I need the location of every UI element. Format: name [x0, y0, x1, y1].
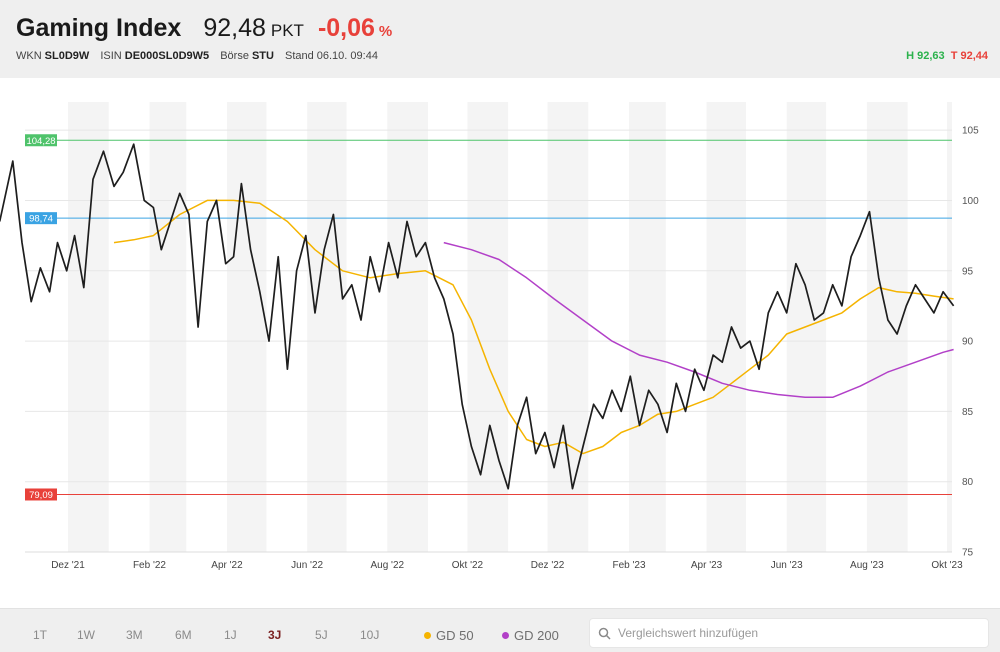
month-band: [547, 102, 589, 552]
x-tick-label: Apr '22: [211, 560, 243, 571]
legend-dot-gd50: [424, 632, 431, 639]
range-button-5j[interactable]: 5J: [315, 628, 328, 642]
compare-search-input[interactable]: [618, 623, 978, 643]
range-button-3j[interactable]: 3J: [268, 628, 282, 642]
x-tick-label: Feb '22: [133, 560, 166, 571]
reference-label-box: [25, 134, 57, 147]
reference-label: 104,28: [26, 136, 55, 147]
range-button-1t[interactable]: 1T: [33, 628, 48, 642]
y-tick-label: 85: [962, 407, 974, 418]
change-value: -0,06: [317, 14, 375, 42]
x-tick-label: Feb '23: [613, 560, 646, 571]
x-tick-label: Okt '22: [452, 560, 484, 571]
price-value: 92,48: [203, 14, 266, 42]
meta-label-boerse: Börse: [220, 50, 249, 62]
index-title: Gaming Index: [16, 14, 182, 42]
y-tick-label: 90: [962, 337, 974, 348]
legend-gd200[interactable]: GD 200: [502, 628, 559, 643]
legend-gd50[interactable]: GD 50: [424, 628, 474, 643]
chart-area[interactable]: 104,28 98,74 79,09 75 80 85 90 95 100 105 Dez '2…: [0, 78, 1000, 608]
high-low: H 92,63 T 92,44: [906, 50, 988, 62]
month-band: [226, 102, 267, 552]
meta-row: WKN SL0D9W ISIN DE000SL0D9W5 Börse STU Stan…: [16, 50, 386, 62]
title-row: Gaming Index 92,48 PKT -0,06 %: [16, 14, 392, 43]
range-button-1j[interactable]: 1J: [224, 628, 237, 642]
compare-search[interactable]: [589, 618, 989, 648]
month-band: [629, 102, 666, 552]
meta-label-isin: ISIN: [100, 50, 122, 62]
x-tick-label: Dez '22: [531, 560, 565, 571]
price-chart[interactable]: 104,28 98,74 79,09 75 80 85 90 95 100 105 Dez '2…: [0, 78, 1000, 608]
meta-value-isin: DE000SL0D9W5: [124, 50, 210, 62]
month-band: [706, 102, 746, 552]
legend-label-gd200: GD 200: [514, 628, 559, 643]
month-band: [947, 102, 952, 552]
range-button-10j[interactable]: 10J: [360, 628, 380, 642]
search-icon: [598, 627, 611, 640]
y-tick-label: 100: [962, 196, 979, 207]
legend-dot-gd200: [502, 632, 509, 639]
meta-label-wkn: WKN: [16, 50, 42, 62]
y-tick-label: 95: [962, 266, 974, 277]
x-tick-label: Dez '21: [51, 560, 85, 571]
reference-label-box: [25, 488, 57, 501]
quote-header: Gaming Index 92,48 PKT -0,06 % WKN SL0D9W…: [0, 0, 1000, 78]
meta-value-stand: 06.10. 09:44: [316, 50, 378, 62]
day-low: T 92,44: [950, 50, 988, 62]
month-band: [866, 102, 908, 552]
range-button-6m[interactable]: 6M: [175, 628, 192, 642]
y-tick-label: 75: [962, 548, 974, 559]
chart-toolbar: 1T 1W 3M 6M 1J 3J 5J 10J GD 50 GD 200: [0, 608, 1000, 652]
price-unit: PKT: [270, 21, 304, 40]
meta-label-stand: Stand: [285, 50, 314, 62]
range-button-1w[interactable]: 1W: [77, 628, 95, 642]
y-tick-label: 80: [962, 477, 974, 488]
x-tick-label: Aug '22: [370, 560, 404, 571]
meta-value-boerse: STU: [251, 50, 274, 62]
x-tick-label: Aug '23: [850, 560, 884, 571]
day-high: H 92,63: [906, 50, 945, 62]
price-series-line: [0, 143, 955, 490]
reference-label: 79,09: [29, 490, 53, 501]
meta-value-wkn: SL0D9W: [44, 50, 90, 62]
change-unit: %: [378, 23, 393, 40]
range-button-3m[interactable]: 3M: [126, 628, 143, 642]
gd200-series-line: [443, 241, 954, 399]
month-band: [307, 102, 347, 552]
reference-label-box: [25, 212, 57, 225]
x-tick-label: Jun '23: [771, 560, 803, 571]
month-band: [68, 102, 109, 552]
y-tick-label: 105: [962, 126, 979, 137]
reference-label: 98,74: [29, 214, 53, 225]
gd50-series-line: [113, 199, 954, 455]
x-tick-label: Apr '23: [691, 560, 723, 571]
x-tick-label: Okt '23: [931, 560, 963, 571]
legend-label-gd50: GD 50: [436, 628, 474, 643]
month-band: [387, 102, 429, 552]
month-band: [149, 102, 187, 552]
x-tick-label: Jun '22: [291, 560, 323, 571]
